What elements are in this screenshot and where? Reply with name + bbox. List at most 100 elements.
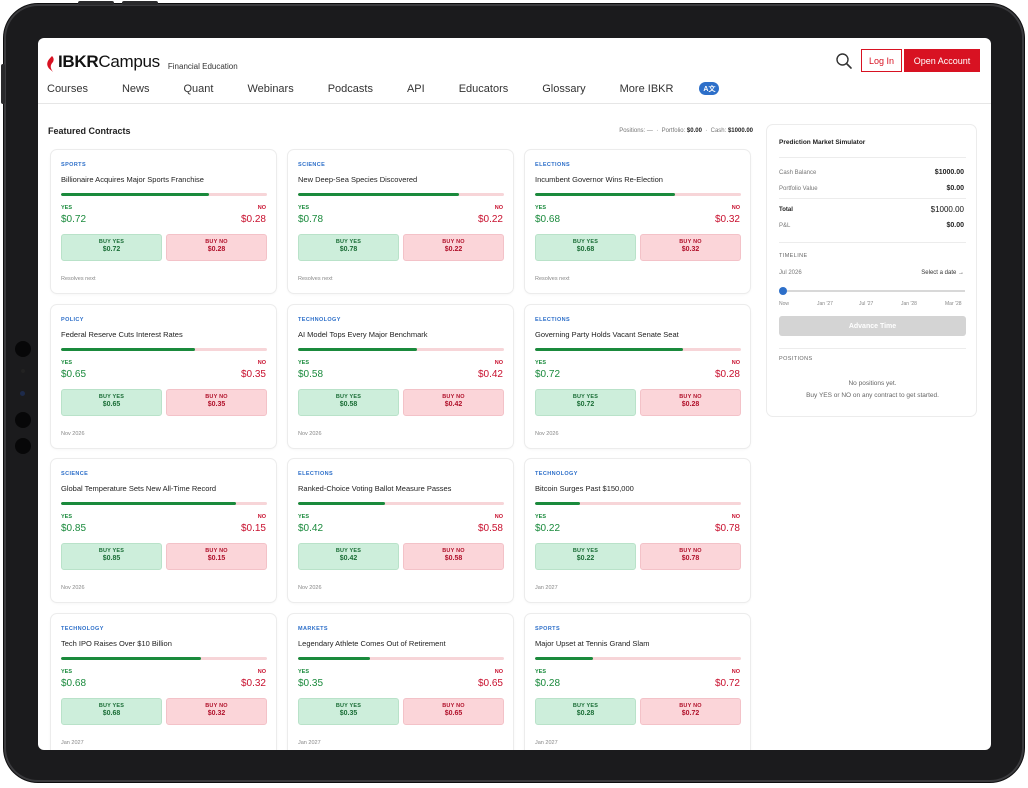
nav-glossary[interactable]: Glossary — [542, 82, 586, 95]
buy-yes-price: $0.42 — [339, 555, 358, 562]
yes-price: $0.28 — [535, 677, 561, 689]
contract-card[interactable]: SCIENCE New Deep-Sea Species Discovered YE… — [287, 149, 514, 294]
contract-card[interactable]: SPORTS Major Upset at Tennis Grand Slam YE… — [524, 612, 751, 750]
select-date-link[interactable]: Select a date → — [921, 270, 964, 276]
contract-card[interactable]: TECHNOLOGY Tech IPO Raises Over $10 Billi… — [50, 612, 277, 750]
buy-yes-price: $0.65 — [102, 400, 121, 408]
open-account-button[interactable]: Open Account — [904, 49, 980, 72]
nav-webinars[interactable]: Webinars — [247, 82, 294, 95]
buy-yes-button[interactable]: BUY YES $0.35 — [298, 697, 399, 725]
buy-no-button[interactable]: BUY NO $0.22 — [403, 234, 504, 261]
pnl-value: $0.00 — [946, 222, 964, 229]
buy-no-button[interactable]: BUY NO $0.32 — [166, 697, 267, 725]
contract-category: TECHNOLOGY — [61, 625, 104, 632]
buy-yes-button[interactable]: BUY YES $0.85 — [61, 543, 162, 570]
advance-time-button[interactable]: Advance Time — [779, 316, 966, 336]
nav-courses[interactable]: Courses — [47, 82, 88, 95]
buy-no-button[interactable]: BUY NO $0.28 — [640, 388, 741, 416]
buy-no-price: $0.72 — [681, 709, 700, 717]
buy-yes-label: BUY YES — [98, 393, 125, 400]
buy-no-price: $0.15 — [207, 555, 226, 562]
no-label: NO — [731, 668, 740, 675]
search-icon[interactable] — [835, 52, 853, 70]
contract-title: Tech IPO Raises Over $10 Billion — [61, 638, 172, 648]
flame-logo-icon — [47, 56, 54, 72]
contract-category: MARKETS — [298, 625, 328, 632]
ibkr-campus-logo[interactable]: IBKR Campus Financial Education — [46, 52, 238, 72]
contract-card[interactable]: TECHNOLOGY AI Model Tops Every Major Benc… — [287, 303, 514, 449]
tick-now: Now — [779, 301, 790, 307]
timeline-slider-thumb[interactable] — [779, 287, 787, 295]
logo-campus-text: Campus — [98, 52, 160, 71]
probability-bar — [535, 347, 741, 351]
contract-card[interactable]: SCIENCE Global Temperature Sets New All-T… — [50, 458, 277, 603]
yes-label: YES — [61, 514, 73, 520]
contract-card[interactable]: POLICY Federal Reserve Cuts Interest Rate… — [50, 303, 277, 449]
no-label: NO — [494, 205, 503, 211]
yes-price: $0.58 — [298, 368, 324, 380]
contract-card[interactable]: MARKETS Legendary Athlete Comes Out of Re… — [287, 612, 514, 750]
buy-yes-button[interactable]: BUY YES $0.65 — [61, 388, 162, 416]
buy-yes-button[interactable]: BUY YES $0.68 — [61, 697, 162, 725]
nav-quant[interactable]: Quant — [183, 82, 214, 95]
no-price: $0.65 — [477, 677, 503, 689]
resolves-date: Resolves next — [61, 276, 96, 282]
buy-no-button[interactable]: BUY NO $0.15 — [166, 543, 267, 570]
no-price: $0.35 — [240, 368, 266, 380]
buy-no-button[interactable]: BUY NO $0.42 — [403, 388, 504, 416]
contract-category: POLICY — [61, 316, 84, 323]
cash-label: Cash: — [710, 128, 727, 134]
nav-podcasts[interactable]: Podcasts — [327, 82, 373, 95]
translate-icon[interactable]: A文 — [699, 82, 720, 95]
yes-price: $0.68 — [61, 677, 87, 689]
buy-yes-price: $0.68 — [576, 246, 595, 253]
nav-api[interactable]: API — [406, 82, 425, 95]
buy-yes-price: $0.28 — [576, 709, 595, 717]
contract-category: ELECTIONS — [535, 316, 571, 323]
buy-yes-button[interactable]: BUY YES $0.68 — [535, 234, 636, 261]
contract-card[interactable]: TECHNOLOGY Bitcoin Surges Past $150,000 YE… — [524, 458, 751, 603]
contract-card[interactable]: ELECTIONS Governing Party Holds Vacant Se… — [524, 303, 751, 449]
resolves-date: Jan 2027 — [535, 739, 558, 746]
sensor-icon — [15, 438, 31, 454]
probability-bar-fill — [298, 347, 418, 351]
resolves-date: Jan 2027 — [535, 585, 558, 591]
probability-bar-fill — [298, 502, 385, 505]
buy-no-button[interactable]: BUY NO $0.78 — [640, 543, 741, 570]
contract-card[interactable]: SPORTS Billionaire Acquires Major Sports … — [50, 149, 277, 294]
buy-yes-button[interactable]: BUY YES $0.78 — [298, 234, 399, 261]
resolves-date: Nov 2026 — [298, 585, 322, 591]
buy-no-button[interactable]: BUY NO $0.35 — [166, 388, 267, 416]
resolves-date: Resolves next — [298, 276, 333, 282]
probability-bar — [298, 193, 504, 196]
probability-bar — [61, 193, 267, 196]
portfolio-value-value: $0.00 — [946, 185, 964, 192]
buy-yes-button[interactable]: BUY YES $0.22 — [535, 543, 636, 570]
nav-news[interactable]: News — [121, 82, 150, 95]
buy-yes-button[interactable]: BUY YES $0.72 — [535, 388, 636, 416]
yes-label: YES — [61, 205, 73, 211]
no-price: $0.22 — [477, 214, 503, 225]
contract-card[interactable]: ELECTIONS Incumbent Governor Wins Re-Elec… — [524, 149, 751, 294]
buy-no-label: BUY NO — [205, 702, 228, 709]
buy-yes-button[interactable]: BUY YES $0.58 — [298, 388, 399, 416]
buy-yes-button[interactable]: BUY YES $0.72 — [61, 234, 162, 261]
buy-no-button[interactable]: BUY NO $0.72 — [640, 697, 741, 725]
timeline-slider-track[interactable] — [782, 290, 965, 292]
yes-label: YES — [61, 359, 73, 366]
buy-no-button[interactable]: BUY NO $0.58 — [403, 543, 504, 570]
nav-educators[interactable]: Educators — [458, 82, 509, 95]
buy-no-button[interactable]: BUY NO $0.65 — [403, 697, 504, 725]
positions-label: Positions: — [619, 128, 646, 134]
contract-card[interactable]: ELECTIONS Ranked-Choice Voting Ballot Mea… — [287, 458, 514, 603]
yes-price: $0.72 — [61, 214, 87, 225]
buy-yes-button[interactable]: BUY YES $0.42 — [298, 543, 399, 570]
buy-yes-button[interactable]: BUY YES $0.28 — [535, 697, 636, 725]
login-button[interactable]: Log In — [861, 49, 902, 72]
buy-no-button[interactable]: BUY NO $0.28 — [166, 234, 267, 261]
buy-no-label: BUY NO — [679, 393, 702, 400]
yes-price: $0.78 — [298, 214, 324, 225]
nav-more-ibkr[interactable]: More IBKR — [619, 82, 674, 95]
buy-no-button[interactable]: BUY NO $0.32 — [640, 234, 741, 261]
buy-yes-label: BUY YES — [335, 548, 362, 554]
